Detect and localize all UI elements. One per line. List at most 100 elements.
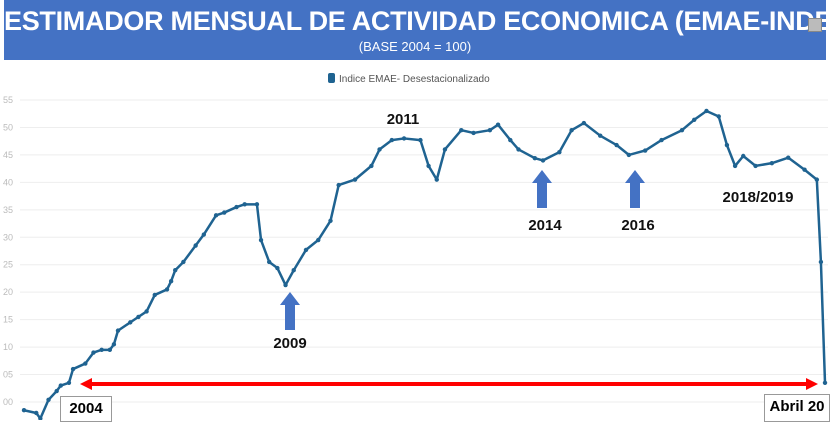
data-point (70, 366, 76, 372)
data-point (532, 156, 538, 161)
y-tick-label: 55 (3, 95, 13, 105)
data-point (753, 163, 758, 169)
data-point (213, 213, 219, 218)
data-point (107, 347, 113, 353)
data-point (99, 347, 104, 353)
data-point (144, 309, 149, 314)
y-tick-label: 50 (3, 122, 13, 132)
data-point (581, 120, 587, 126)
data-point (111, 342, 117, 347)
data-point (769, 160, 775, 166)
data-point (459, 128, 464, 133)
annotation-2011: 2011 (387, 111, 420, 128)
legend: Indice EMAE- Desestacionalizado (328, 73, 490, 85)
y-tick-label: 15 (3, 315, 13, 325)
data-point (487, 128, 493, 133)
data-point (557, 149, 562, 155)
end-label: Abril 20 (764, 394, 830, 422)
data-point (741, 153, 746, 159)
data-point (91, 350, 96, 355)
data-point (802, 167, 807, 172)
data-point (495, 122, 501, 127)
data-point (418, 137, 423, 143)
annotation-2016: 2016 (621, 217, 654, 234)
data-point (659, 137, 664, 143)
data-point (283, 282, 288, 288)
annotation-2009: 2009 (273, 335, 306, 352)
data-point (377, 147, 382, 152)
data-point (303, 247, 309, 253)
data-point (716, 114, 721, 119)
y-tick-label: 05 (3, 370, 13, 380)
y-tick-label: 45 (3, 150, 13, 160)
data-point (267, 259, 272, 265)
data-point (181, 259, 186, 265)
data-point (136, 314, 141, 320)
data-point (164, 287, 170, 292)
data-point (336, 182, 341, 188)
data-point (814, 177, 820, 182)
data-point (46, 397, 51, 403)
data-point (540, 158, 546, 163)
data-point (254, 202, 260, 207)
data-point (626, 152, 632, 158)
data-point (471, 130, 476, 136)
legend-label: Indice EMAE- Desestacionalizado (339, 74, 490, 85)
data-point (614, 142, 619, 148)
data-point (201, 232, 207, 237)
data-point (786, 155, 791, 160)
data-point (66, 380, 72, 385)
data-point (34, 410, 39, 416)
data-point (222, 210, 227, 215)
data-point (508, 137, 513, 143)
title-bar: ESTIMADOR MENSUAL DE ACTIVIDAD ECONOMICA… (4, 0, 833, 60)
data-point (369, 163, 374, 169)
data-point (704, 108, 709, 114)
up-arrow-icon (532, 170, 552, 208)
data-point (352, 177, 358, 182)
data-point (128, 320, 133, 325)
data-point (401, 136, 407, 141)
data-point (724, 142, 730, 148)
data-point (115, 328, 121, 333)
annotation-2018-2019: 2018/2019 (723, 189, 794, 206)
y-tick-label: 20 (3, 287, 13, 297)
expand-icon[interactable] (808, 18, 822, 32)
data-point (316, 237, 321, 243)
y-tick-label: 00 (3, 397, 13, 407)
legend-swatch (328, 73, 335, 83)
up-arrow-icon (625, 170, 645, 208)
data-point (442, 147, 448, 152)
data-point (258, 237, 264, 243)
data-point (38, 416, 43, 420)
data-point (291, 268, 296, 273)
range-arrow (80, 378, 818, 390)
data-point (58, 383, 63, 388)
y-tick-label: 25 (3, 260, 13, 270)
data-point (173, 268, 178, 273)
data-point (193, 243, 198, 248)
y-tick-label: 10 (3, 342, 13, 352)
data-point (569, 128, 574, 133)
data-point (679, 128, 685, 133)
y-tick-label: 30 (3, 232, 13, 242)
annotation-2014: 2014 (528, 217, 562, 234)
data-point (732, 163, 738, 169)
up-arrow-icon (280, 292, 300, 330)
chart-subtitle: (BASE 2004 = 100) (358, 39, 472, 54)
data-point (21, 408, 27, 413)
data-point (328, 218, 333, 223)
start-label: 2004 (60, 396, 112, 422)
data-point (152, 292, 157, 298)
data-point (434, 177, 439, 182)
data-point (642, 148, 648, 153)
data-point (54, 388, 59, 394)
y-tick-label: 40 (3, 177, 13, 187)
data-point (242, 202, 247, 207)
data-point (168, 279, 174, 284)
data-point (692, 117, 697, 122)
data-point (389, 137, 395, 143)
data-point (598, 133, 603, 138)
data-point (818, 259, 824, 265)
